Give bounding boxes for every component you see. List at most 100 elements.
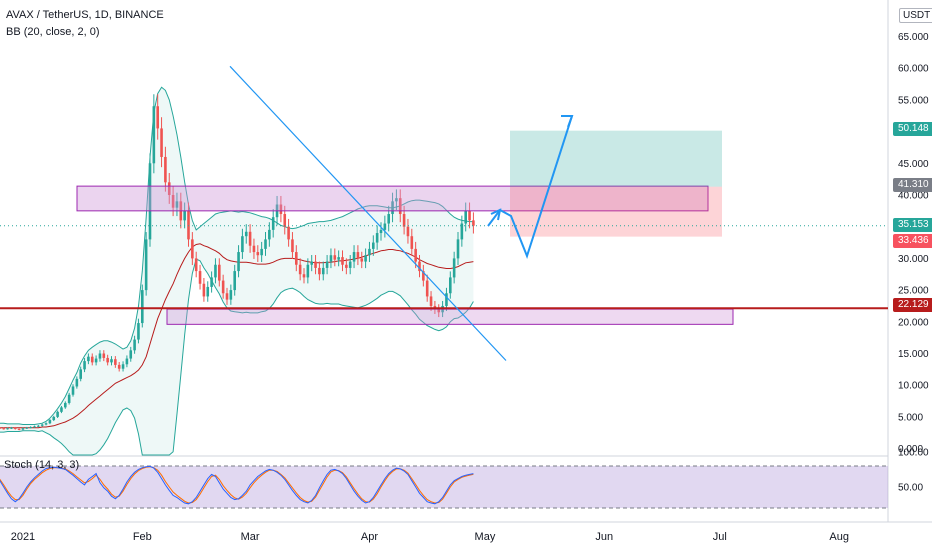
- currency-unit-button[interactable]: USDT: [899, 8, 932, 23]
- candle-body: [175, 201, 179, 208]
- candle-body: [171, 195, 175, 208]
- candle-body: [64, 402, 67, 408]
- candle-body: [156, 106, 159, 129]
- candle-body: [418, 261, 421, 272]
- price-axis-label: 60.000: [898, 64, 929, 75]
- candle-body: [348, 261, 352, 268]
- candle-body: [295, 252, 298, 265]
- candle-body: [298, 264, 302, 275]
- candle-body: [229, 290, 233, 300]
- price-axis-label: 40.000: [898, 191, 929, 202]
- price-tag-resistance: 41.310: [893, 178, 932, 192]
- candle-body: [456, 239, 460, 259]
- price-axis-label: 30.000: [898, 254, 929, 265]
- profit-target-zone: [510, 130, 722, 187]
- candle-body: [2, 428, 5, 430]
- resistance-zone: [76, 185, 709, 212]
- candle-body: [248, 231, 252, 246]
- candle-body: [402, 214, 406, 227]
- price-axis-label: 45.000: [898, 159, 929, 170]
- time-axis[interactable]: 2021 Feb Mar Apr May Jun Jul Aug: [11, 531, 849, 543]
- candle-body: [106, 357, 109, 363]
- candle-body: [287, 226, 290, 240]
- price-tag-last: 35.153: [893, 218, 932, 232]
- candle-body: [398, 198, 402, 215]
- candle-body: [410, 236, 414, 249]
- bb-legend[interactable]: BB (20, close, 2, 0): [6, 26, 100, 38]
- arrow-head-icon: [561, 115, 574, 128]
- candle-body: [87, 356, 90, 362]
- candle-body: [221, 280, 225, 294]
- price-tag-stop: 33.436: [893, 234, 932, 248]
- candle-body: [329, 255, 333, 262]
- candle-body: [191, 239, 194, 259]
- time-axis-label: Feb: [133, 531, 152, 543]
- downtrend-line: [229, 65, 507, 361]
- candle-body: [279, 204, 283, 215]
- candle-body: [202, 283, 206, 297]
- candle-body: [445, 293, 448, 306]
- candle-body: [13, 427, 17, 429]
- stoch-band: [0, 466, 888, 508]
- candle-body: [233, 271, 236, 291]
- candle-body: [214, 264, 217, 278]
- price-axis-label: 0.000: [898, 444, 923, 455]
- candle-body: [79, 369, 82, 379]
- price-axis-label: 15.000: [898, 349, 929, 360]
- candle-body: [194, 258, 198, 272]
- candle-body: [264, 239, 267, 249]
- candle-body: [44, 423, 48, 425]
- candle-body: [90, 356, 94, 363]
- candle-body: [52, 416, 56, 421]
- candle-body: [260, 248, 263, 256]
- candle-body: [10, 427, 13, 429]
- candle-body: [256, 252, 260, 256]
- candle-body: [379, 229, 383, 234]
- stoch-legend[interactable]: Stoch (14, 3, 3): [4, 459, 80, 471]
- bb-middle-line: [0, 243, 474, 429]
- candle-body: [48, 420, 52, 424]
- candle-body: [148, 163, 152, 240]
- candle-body: [364, 255, 367, 262]
- candle-body: [29, 427, 32, 429]
- candle-body: [125, 358, 129, 365]
- candle-body: [464, 210, 467, 224]
- price-axis-label: 10.000: [898, 381, 929, 392]
- stop-loss-zone: [510, 186, 722, 237]
- symbol-legend[interactable]: AVAX / TetherUS, 1D, BINANCE: [6, 9, 164, 21]
- candle-body: [391, 201, 394, 215]
- price-axis-label: 65.000: [898, 32, 929, 43]
- candle-body: [237, 252, 240, 272]
- time-axis-label: Apr: [361, 531, 378, 543]
- stoch-d-line: [0, 466, 474, 504]
- candle-body: [164, 156, 167, 183]
- candle-body: [422, 271, 425, 281]
- candle-body: [352, 252, 356, 262]
- candle-body: [98, 353, 102, 359]
- candle-body: [75, 378, 79, 387]
- candle-body: [152, 106, 156, 164]
- drawings-layer[interactable]: [0, 65, 888, 361]
- bollinger-bands: [0, 86, 474, 456]
- candle-body: [437, 309, 441, 313]
- candle-body: [268, 229, 271, 240]
- candle-body: [67, 394, 71, 403]
- candle-body: [325, 261, 329, 268]
- candle-body: [0, 427, 2, 429]
- bb-upper-line: [0, 86, 474, 425]
- candle-body: [468, 210, 471, 221]
- candle-body: [306, 264, 310, 278]
- candle-body: [183, 210, 186, 221]
- candle-body: [225, 293, 229, 300]
- candle-body: [33, 426, 36, 428]
- candle-body: [302, 274, 306, 278]
- candle-body: [137, 323, 140, 340]
- candle-body: [133, 339, 136, 351]
- candle-body: [449, 277, 452, 294]
- candle-body: [17, 428, 21, 430]
- candle-body: [318, 267, 321, 275]
- candle-body: [310, 261, 313, 265]
- time-axis-label: Aug: [829, 531, 849, 543]
- grid-layer: [0, 0, 932, 523]
